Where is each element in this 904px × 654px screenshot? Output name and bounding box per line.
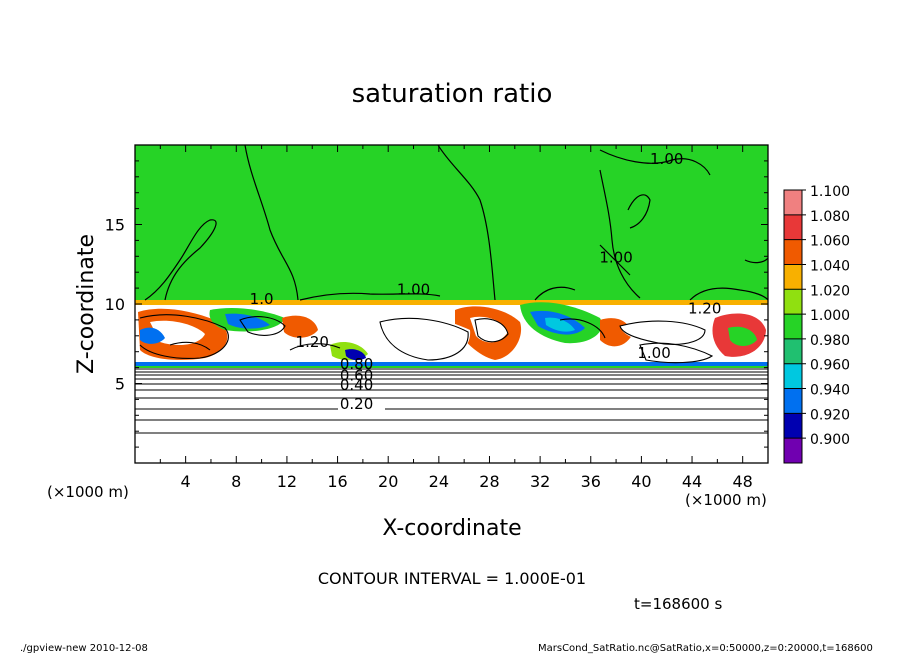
colorbar-label: 0.900 xyxy=(810,432,850,448)
contour-label: 1.00 xyxy=(599,249,632,267)
colorbar-label: 0.920 xyxy=(810,407,850,423)
x-tick-label: 28 xyxy=(479,472,499,491)
colorbar-label: 1.100 xyxy=(810,184,850,200)
x-tick-label: 32 xyxy=(530,472,550,491)
colorbar-swatch xyxy=(784,438,802,463)
cloud-contours xyxy=(139,314,714,364)
y-axis: 5 10 15 xyxy=(105,160,768,448)
colorbar-swatch xyxy=(784,388,802,414)
contour-label: 1.20 xyxy=(296,333,329,351)
colorbar-label: 1.040 xyxy=(810,258,850,274)
x-tick-label: 40 xyxy=(631,472,651,491)
contour-label: 1.20 xyxy=(688,300,721,318)
colorbar-swatch xyxy=(784,363,802,389)
x-tick-label: 8 xyxy=(231,472,241,491)
colorbar-swatch xyxy=(784,289,802,315)
y-tick-label: 10 xyxy=(105,295,125,314)
chart-title: saturation ratio xyxy=(352,79,553,109)
supersaturated-layer xyxy=(135,145,768,305)
x-tick-label: 4 xyxy=(181,472,191,491)
contour-lines xyxy=(144,145,768,301)
x-axis-title: X-coordinate xyxy=(382,516,521,541)
colorbar-label: 1.000 xyxy=(810,308,850,324)
z-unit-label: (×1000 m) xyxy=(47,483,129,501)
x-tick-label: 36 xyxy=(581,472,601,491)
colorbar-label: 1.080 xyxy=(810,209,850,225)
colorbar-swatch xyxy=(784,264,802,290)
x-tick-label: 48 xyxy=(733,472,753,491)
cloud-top-band xyxy=(135,300,768,305)
y-tick-label: 15 xyxy=(105,216,125,235)
y-tick-label: 5 xyxy=(115,375,125,394)
colorbar-label: 1.060 xyxy=(810,234,850,250)
x-tick-label: 12 xyxy=(277,472,297,491)
colorbar-label: 0.980 xyxy=(810,333,850,349)
colorbar-label: 1.020 xyxy=(810,283,850,299)
contour-label: 0.80 xyxy=(340,355,373,373)
cloud-base-band-2 xyxy=(135,366,768,368)
lower-contours xyxy=(135,368,768,434)
subsaturated-layer xyxy=(135,368,768,463)
contour-label: 1.00 xyxy=(650,150,683,168)
cloud-base-band xyxy=(135,362,768,366)
contour-label: 1.00 xyxy=(637,344,670,362)
cloud-patches xyxy=(138,302,766,365)
footer-right: MarsCond_SatRatio.nc@SatRatio,x=0:50000,… xyxy=(538,643,873,654)
x-tick-label: 20 xyxy=(378,472,398,491)
colorbar-label: 0.960 xyxy=(810,358,850,374)
contour-label: 0.40 xyxy=(340,376,373,394)
x-unit-label: (×1000 m) xyxy=(685,491,767,509)
x-tick-label: 24 xyxy=(429,472,449,491)
colorbar: 1.100 1.080 1.060 1.040 1.020 1.000 0.980 0.960… xyxy=(783,184,850,464)
contour-label: 1.0 xyxy=(250,290,274,308)
colorbar-swatch xyxy=(784,214,802,240)
colorbar-swatch xyxy=(784,239,802,265)
time-label: t=168600 s xyxy=(634,595,722,613)
plot-area: 1.00 1.00 1.00 1.00 1.0 1.20 1.20 0.800.600.400… xyxy=(135,145,768,463)
footer-left: ./gpview-new 2010-12-08 xyxy=(20,643,148,654)
contour-label: 0.20 xyxy=(340,395,373,413)
x-axis: 4 8 12 16 20 24 28 32 36 40 44 48 xyxy=(159,145,753,491)
x-tick-label: 16 xyxy=(327,472,347,491)
colorbar-swatch xyxy=(784,413,802,439)
contour-label: 1.00 xyxy=(397,280,430,298)
x-tick-label: 44 xyxy=(682,472,702,491)
contour-interval: CONTOUR INTERVAL = 1.000E-01 xyxy=(318,569,586,588)
contour-label: 0.60 xyxy=(340,366,373,384)
colorbar-label: 0.940 xyxy=(810,383,850,399)
colorbar-swatch xyxy=(784,314,802,339)
y-axis-title: Z-coordinate xyxy=(74,234,99,374)
contour-labels: 1.00 1.00 1.00 1.00 1.0 1.20 1.20 0.800.600.400… xyxy=(250,150,722,413)
colorbar-swatch xyxy=(784,190,802,215)
colorbar-swatch xyxy=(784,338,802,364)
colorbar-frame xyxy=(783,189,803,464)
